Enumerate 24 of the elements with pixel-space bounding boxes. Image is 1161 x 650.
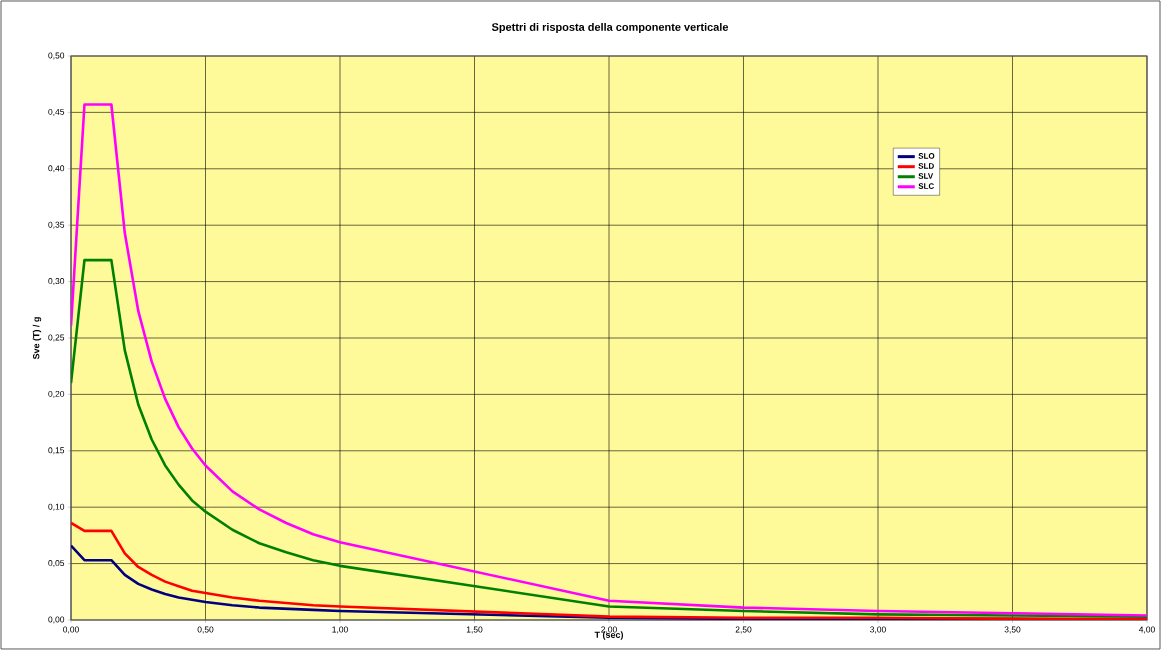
- line-series: [71, 521, 1147, 620]
- chart-title: Spettri di risposta della componente verticale: [491, 22, 729, 34]
- y-tick-label: 0,40: [48, 165, 65, 173]
- x-tick-label: 4,00: [1138, 626, 1155, 634]
- x-tick-label: 1,00: [332, 626, 348, 634]
- y-tick-label: 0,35: [48, 221, 65, 229]
- y-tick-label: 0,20: [48, 390, 65, 398]
- x-tick-label: 0,50: [197, 626, 214, 634]
- y-tick-label: 0,10: [48, 503, 65, 511]
- y-tick-label: 0,45: [48, 108, 65, 116]
- line-series: [71, 258, 1147, 618]
- y-tick-label: 0,50: [48, 52, 65, 60]
- x-tick-label: 0,00: [63, 626, 79, 634]
- x-tick-label: 3,50: [1004, 626, 1021, 634]
- x-tick-label: 2,50: [735, 626, 752, 634]
- y-tick-label: 0,25: [48, 334, 65, 342]
- y-tick-label: 0,30: [48, 278, 65, 286]
- y-tick-label: 0,05: [48, 560, 65, 568]
- y-tick-label: 0,00: [48, 616, 65, 624]
- y-axis-title: Sve (T) / g: [32, 317, 42, 360]
- line-series: [71, 103, 1147, 617]
- y-tick-label: 0,15: [48, 447, 65, 455]
- x-tick-label: 1,50: [466, 626, 483, 634]
- x-tick-label: 3,00: [870, 626, 886, 634]
